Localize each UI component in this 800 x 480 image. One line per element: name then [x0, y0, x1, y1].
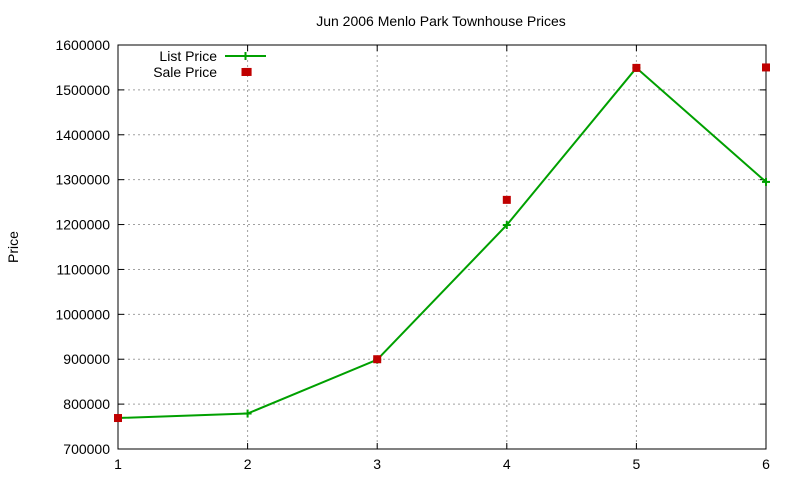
- list-price-point: [502, 221, 511, 230]
- x-tick-label: 5: [633, 456, 641, 472]
- sale-price-point: [762, 63, 770, 72]
- y-tick-label: 1100000: [57, 261, 111, 277]
- y-axis-label: Price: [5, 231, 21, 263]
- series-layer: [114, 63, 770, 423]
- y-tick-label: 800000: [63, 396, 110, 412]
- y-tick-label: 900000: [63, 351, 110, 367]
- sale-price-point: [632, 63, 641, 72]
- x-tick-label: 3: [373, 456, 381, 472]
- y-tick-label: 1400000: [55, 127, 110, 143]
- y-tick-label: 1300000: [55, 172, 110, 188]
- y-tick-label: 1000000: [55, 306, 110, 322]
- plot-frame: [117, 44, 767, 450]
- legend-swatch-sale-price: [241, 68, 250, 76]
- sale-price-point: [502, 195, 511, 204]
- list-price-point: [243, 409, 252, 418]
- y-tick-label: 700000: [63, 441, 110, 457]
- sale-price-point: [114, 414, 122, 423]
- sale-price-point: [373, 355, 382, 364]
- y-tick-label: 1600000: [55, 37, 110, 53]
- grid-layer: [118, 45, 766, 449]
- legend-label-sale-price: Sale Price: [153, 64, 217, 80]
- list-price-line: [117, 66, 767, 420]
- x-tick-label: 2: [244, 456, 252, 472]
- x-tick-label: 1: [114, 456, 122, 472]
- x-tick-label: 4: [503, 456, 511, 472]
- legend-label-list-price: List Price: [159, 48, 217, 64]
- chart-title: Jun 2006 Menlo Park Townhouse Prices: [316, 13, 566, 29]
- axes-layer: 700000 800000 900000 1000000 1100000 1200000 1…: [55, 37, 770, 472]
- list-price-point: [762, 177, 770, 186]
- y-tick-label: 1200000: [55, 217, 110, 233]
- x-tick-label: 6: [762, 456, 770, 472]
- y-tick-label: 1500000: [55, 82, 110, 98]
